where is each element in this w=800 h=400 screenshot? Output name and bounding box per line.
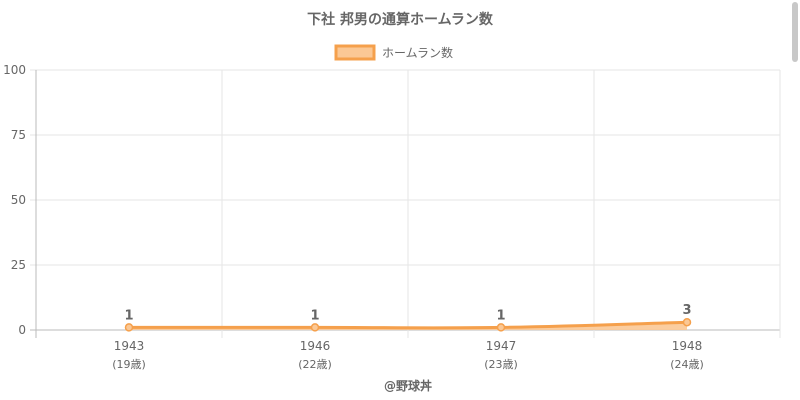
credit-label: @野球丼 [384,378,432,393]
data-label: 1 [496,308,505,323]
legend-swatch [334,44,376,61]
x-tick-label: 1946 [300,339,331,353]
x-tick-label: 1943 [114,339,145,353]
series-home-runs: 1 1 1 3 [124,303,692,332]
scrollbar[interactable] [792,2,798,62]
y-tick-label: 100 [3,63,26,77]
data-point [682,317,692,327]
data-point [496,323,506,332]
chart-legend[interactable]: ホームラン数 [334,44,453,61]
data-label: 1 [124,308,133,323]
legend-label: ホームラン数 [382,45,453,60]
x-tick-sublabel: (22歳) [298,358,332,371]
y-tick-label: 25 [11,258,26,272]
data-label: 1 [310,308,319,323]
chart-title: 下社 邦男の通算ホームラン数 [307,11,494,28]
x-tick-label: 1947 [486,339,517,353]
data-point [310,323,320,332]
x-axis: 1943 (19歳) 1946 (22歳) 1947 (23歳) 1948 (24歳) [112,339,704,371]
y-tick-label: 75 [11,128,26,142]
x-tick-label: 1948 [672,339,703,353]
x-tick-sublabel: (19歳) [112,358,146,371]
y-tick-label: 0 [18,323,26,337]
data-label: 3 [682,303,691,318]
x-tick-sublabel: (24歳) [670,358,704,371]
y-tick-label: 50 [11,193,26,207]
x-tick-sublabel: (23歳) [484,358,518,371]
y-axis: 0 25 50 75 100 [3,63,26,337]
data-point [124,323,134,332]
series-line [128,320,688,330]
grid-lines [30,69,781,338]
